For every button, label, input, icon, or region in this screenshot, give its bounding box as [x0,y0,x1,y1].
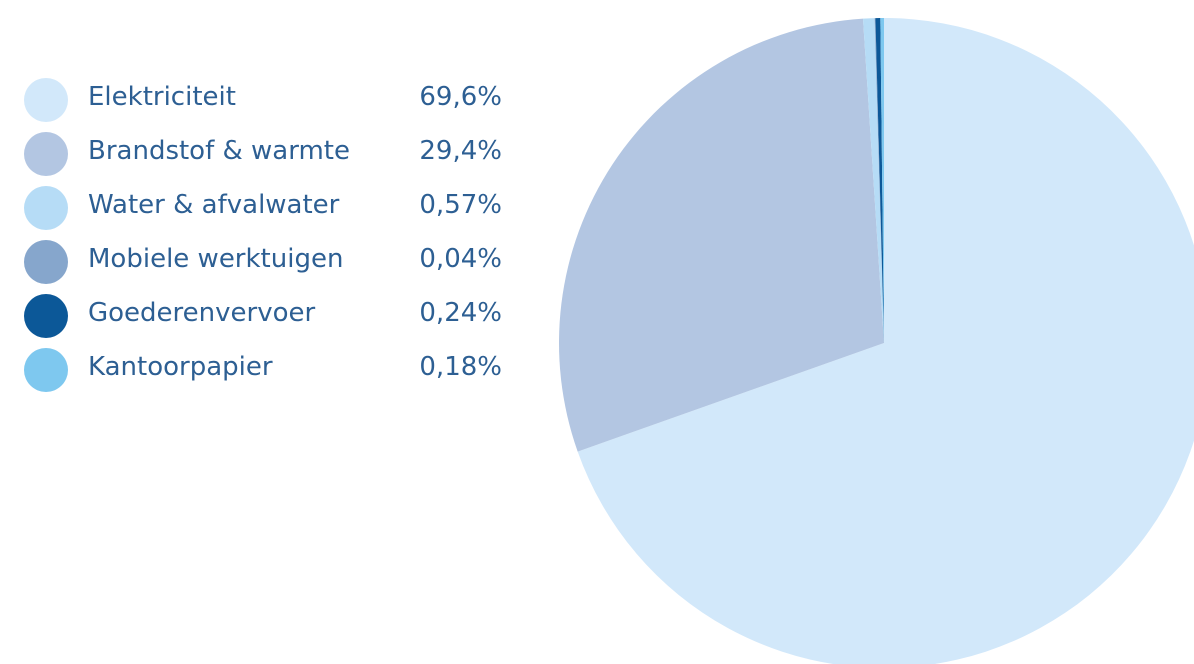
legend-label: Mobiele werktuigen [88,244,344,274]
pie-slice-5 [875,18,884,344]
legend-value: 0,04% [419,244,502,274]
legend-item: Goederenvervoer 0,24% [24,290,514,344]
legend-swatch [24,186,68,230]
legend: Elektriciteit 69,6% Brandstof & warmte 2… [24,74,514,398]
legend-swatch [24,132,68,176]
legend-value: 0,18% [419,352,502,382]
pie-slice-6 [880,17,884,343]
pie-slice-1 [577,18,1194,664]
legend-item: Kantoorpapier 0,18% [24,344,514,398]
legend-label: Elektriciteit [88,82,236,112]
legend-value: 29,4% [419,136,502,166]
legend-value: 69,6% [419,82,502,112]
legend-swatch [24,78,68,122]
legend-item: Elektriciteit 69,6% [24,74,514,128]
legend-label: Brandstof & warmte [88,136,350,166]
legend-value: 0,57% [419,190,502,220]
legend-item: Mobiele werktuigen 0,04% [24,236,514,290]
legend-swatch [24,294,68,338]
pie-slice-2 [558,18,884,452]
legend-item: Brandstof & warmte 29,4% [24,128,514,182]
pie-slice-4 [874,18,884,344]
legend-item: Water & afvalwater 0,57% [24,182,514,236]
pie-slice-3 [862,18,884,343]
legend-swatch [24,240,68,284]
legend-label: Kantoorpapier [88,352,273,382]
legend-value: 0,24% [419,298,502,328]
legend-swatch [24,348,68,392]
legend-label: Water & afvalwater [88,190,340,220]
pie-slices [558,17,1194,664]
legend-label: Goederenvervoer [88,298,316,328]
